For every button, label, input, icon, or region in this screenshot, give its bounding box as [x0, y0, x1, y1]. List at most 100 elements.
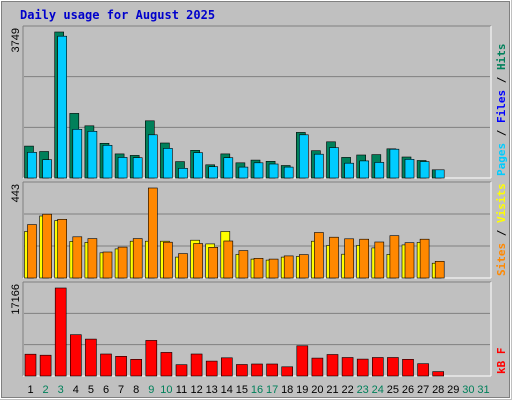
bar-sites-day-8 — [132, 238, 143, 279]
right-axis-label-part: Files — [495, 90, 508, 123]
bar-kb-f-day-11 — [175, 364, 188, 377]
bar-sites-day-6 — [102, 251, 113, 279]
x-tick-label-day-2: 2 — [43, 384, 49, 396]
bar-kb-f-day-14 — [221, 357, 233, 377]
x-axis-day-labels: 1 2 3 4 5 6 7 8 9 10 11 12 13 14 15 16 17 18 19 20 21 22 23 24 2… — [27, 384, 489, 396]
x-tick-label-day-29: 29 — [447, 384, 459, 396]
bar-kb-f-day-7 — [115, 355, 127, 377]
x-tick-label-day-21: 21 — [326, 384, 338, 396]
bar-files-day-18 — [283, 166, 294, 179]
bar-sites-day-16 — [253, 257, 264, 279]
bar-kb-f-day-26 — [402, 358, 414, 377]
bar-kb-f-day-17 — [266, 363, 278, 377]
bar-sites-day-19 — [298, 254, 309, 279]
bar-kb-f-day-6 — [100, 353, 112, 377]
right-axis-label: Sites / Visits — [495, 183, 508, 276]
bar-kb-f-day-25 — [387, 357, 399, 377]
bar-kb-f-day-28 — [432, 371, 445, 377]
x-tick-label-day-18: 18 — [281, 384, 293, 396]
bar-files-day-1 — [27, 152, 37, 179]
right-axis-label-part: Pages — [495, 143, 508, 176]
x-tick-label-day-16: 16 — [251, 384, 263, 396]
bar-files-day-10 — [163, 148, 173, 179]
right-axis-label-part: / — [495, 123, 508, 143]
bar-sites-day-5 — [87, 238, 98, 279]
bar-sites-day-10 — [163, 241, 173, 279]
bar-files-day-14 — [223, 157, 234, 179]
bar-kb-f-day-3 — [54, 287, 67, 377]
x-tick-label-day-9: 9 — [148, 384, 154, 396]
bar-sites-day-1 — [27, 224, 37, 279]
x-tick-label-day-12: 12 — [190, 384, 202, 396]
right-axis-label-part: Sites — [495, 243, 508, 276]
bar-files-day-26 — [404, 159, 415, 179]
bar-sites-day-14 — [223, 240, 234, 279]
bar-kb-f-day-16 — [251, 363, 263, 377]
bar-files-day-22 — [344, 162, 354, 179]
x-tick-label-day-3: 3 — [58, 384, 64, 396]
bar-files-day-6 — [102, 145, 113, 179]
bar-sites-day-11 — [178, 253, 188, 279]
x-tick-label-day-5: 5 — [88, 384, 94, 396]
x-tick-label-day-14: 14 — [221, 384, 233, 396]
bar-files-day-20 — [314, 153, 324, 179]
bar-files-day-25 — [389, 148, 400, 179]
bar-files-day-15 — [238, 166, 249, 179]
bar-sites-day-22 — [344, 238, 354, 279]
bar-sites-day-4 — [72, 236, 83, 279]
x-tick-label-day-4: 4 — [73, 384, 79, 396]
bar-files-day-27 — [419, 161, 430, 179]
panel-kbf: 17166 kB F — [10, 281, 508, 377]
bar-kb-f-day-12 — [190, 353, 203, 377]
x-tick-label-day-26: 26 — [402, 384, 414, 396]
bar-files-day-23 — [359, 160, 370, 179]
bar-sites-day-12 — [193, 243, 203, 279]
bar-files-day-3 — [57, 35, 68, 179]
bar-sites-day-17 — [268, 258, 279, 279]
bar-sites-day-13 — [208, 247, 218, 279]
bar-files-day-21 — [329, 147, 339, 179]
right-axis-label: kB F — [495, 348, 508, 375]
x-tick-label-day-10: 10 — [160, 384, 172, 396]
bar-kb-f-day-20 — [311, 357, 324, 377]
bar-sites-day-21 — [329, 236, 339, 279]
x-tick-label-day-15: 15 — [236, 384, 248, 396]
y-max-label: 3749 — [10, 28, 22, 52]
bar-kb-f-day-1 — [24, 353, 37, 377]
bar-files-day-9 — [148, 134, 158, 179]
bar-files-day-17 — [268, 163, 279, 179]
bar-sites-day-24 — [374, 241, 385, 279]
right-axis-label-part: Visits — [495, 183, 508, 223]
bar-sites-day-9 — [148, 187, 158, 279]
x-tick-label-day-27: 27 — [417, 384, 429, 396]
bar-sites-day-26 — [404, 242, 415, 279]
bar-files-day-12 — [193, 152, 203, 179]
x-tick-label-day-17: 17 — [266, 384, 278, 396]
x-tick-label-day-28: 28 — [432, 384, 444, 396]
x-tick-label-day-20: 20 — [311, 384, 323, 396]
x-tick-label-day-19: 19 — [296, 384, 308, 396]
x-tick-label-day-1: 1 — [27, 384, 33, 396]
bar-files-day-7 — [117, 157, 128, 179]
bar-kb-f-day-10 — [160, 352, 173, 377]
bar-sites-day-27 — [419, 238, 430, 279]
x-tick-label-day-23: 23 — [357, 384, 369, 396]
bar-files-day-16 — [253, 162, 264, 179]
x-tick-label-day-6: 6 — [103, 384, 109, 396]
right-axis-label-part: kB F — [495, 348, 508, 375]
x-tick-label-day-13: 13 — [206, 384, 218, 396]
bar-sites-day-20 — [314, 232, 324, 279]
bar-sites-day-25 — [389, 235, 400, 279]
bar-files-day-4 — [72, 129, 83, 179]
x-tick-label-day-31: 31 — [477, 384, 489, 396]
bar-sites-day-7 — [117, 246, 128, 279]
bar-kb-f-day-19 — [296, 345, 309, 377]
panels: 3749 Pages / Files / Hits 443 Sites / Visit… — [10, 25, 508, 377]
bar-kb-f-day-13 — [205, 360, 218, 377]
bar-files-day-5 — [87, 131, 98, 179]
bar-sites-day-2 — [42, 213, 52, 279]
bar-files-day-19 — [298, 134, 309, 179]
x-tick-label-day-11: 11 — [176, 384, 187, 396]
